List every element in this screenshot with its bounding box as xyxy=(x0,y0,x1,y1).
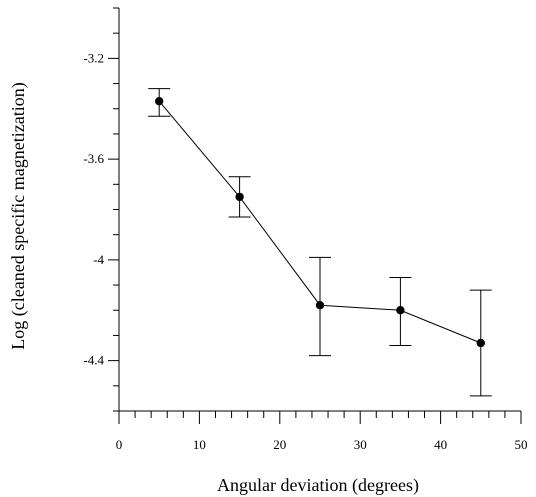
data-point xyxy=(155,96,164,106)
plot-layer xyxy=(148,88,492,397)
y-tick-label: -4.4 xyxy=(83,353,104,368)
x-tick-label: 0 xyxy=(116,437,123,452)
data-point xyxy=(235,192,244,202)
data-point xyxy=(396,306,405,315)
x-tick-label: 30 xyxy=(354,437,367,452)
y-tick-label: -3.2 xyxy=(83,50,104,65)
y-tick-label: -4 xyxy=(93,252,104,267)
y-ticks: -3.2 -3.6 -4 -4.4 xyxy=(83,7,119,412)
x-tick-label: 50 xyxy=(515,437,528,452)
x-tick-label: 40 xyxy=(434,437,447,452)
y-tick-label: -3.6 xyxy=(83,151,104,166)
data-point xyxy=(315,301,325,310)
x-axis-title: Angular deviation (degrees) xyxy=(217,475,419,496)
axes: -3.2 -3.6 -4 -4.4 0 10 20 30 40 50 xyxy=(83,7,528,452)
x-tick-label: 20 xyxy=(273,437,286,452)
data-point xyxy=(476,338,485,348)
y-axis-title: Log (cleaned specific magnetization) xyxy=(8,82,29,349)
x-tick-label: 10 xyxy=(193,437,206,452)
x-ticks: 0 10 20 30 40 50 xyxy=(116,411,528,452)
